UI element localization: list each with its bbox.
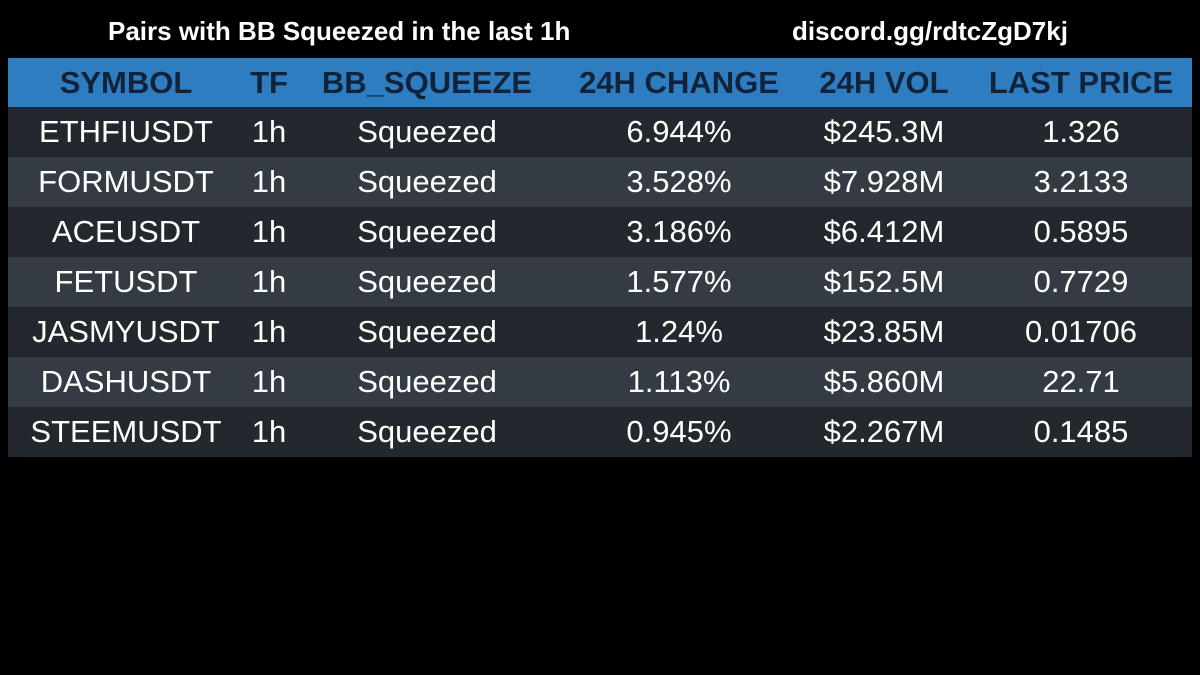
column-header-symbol[interactable]: SYMBOL — [59, 64, 193, 100]
table-header-row: SYMBOL TF BB_SQUEEZE 24H CHANGE 24H VOL … — [8, 58, 1192, 107]
cell-24h-change: 3.528% — [626, 164, 732, 199]
column-header-last-price[interactable]: LAST PRICE — [988, 64, 1174, 100]
table-row: ACEUSDT 1h Squeezed 3.186% $6.412M 0.589… — [8, 207, 1192, 257]
cell-last-price: 0.01706 — [1024, 314, 1138, 349]
cell-bb-squeeze: Squeezed — [357, 214, 497, 249]
discord-invite-link[interactable]: discord.gg/rdtcZgD7kj — [792, 16, 1068, 46]
column-header-tf[interactable]: TF — [250, 64, 288, 100]
cell-last-price: 0.1485 — [1033, 414, 1129, 449]
table-row: ETHFIUSDT 1h Squeezed 6.944% $245.3M 1.3… — [8, 107, 1192, 157]
cell-tf: 1h — [251, 314, 287, 349]
cell-24h-vol: $2.267M — [823, 414, 945, 449]
cell-24h-vol: $245.3M — [823, 114, 945, 149]
table-row: STEEMUSDT 1h Squeezed 0.945% $2.267M 0.1… — [8, 407, 1192, 457]
table-row: FETUSDT 1h Squeezed 1.577% $152.5M 0.772… — [8, 257, 1192, 307]
cell-24h-vol: $6.412M — [823, 214, 945, 249]
table-row: DASHUSDT 1h Squeezed 1.113% $5.860M 22.7… — [8, 357, 1192, 407]
cell-bb-squeeze: Squeezed — [357, 164, 497, 199]
cell-symbol: FETUSDT — [54, 264, 198, 299]
cell-bb-squeeze: Squeezed — [357, 364, 497, 399]
cell-24h-change: 1.24% — [635, 314, 723, 349]
cell-bb-squeeze: Squeezed — [357, 264, 497, 299]
cell-24h-vol: $152.5M — [823, 264, 945, 299]
cell-24h-change: 1.577% — [626, 264, 732, 299]
cell-24h-vol: $7.928M — [823, 164, 945, 199]
column-header-bb-squeeze[interactable]: BB_SQUEEZE — [321, 64, 533, 100]
page-title: Pairs with BB Squeezed in the last 1h — [108, 16, 571, 46]
cell-bb-squeeze: Squeezed — [357, 314, 497, 349]
cell-tf: 1h — [251, 264, 287, 299]
cell-tf: 1h — [251, 114, 287, 149]
column-header-24h-change[interactable]: 24H CHANGE — [579, 64, 779, 100]
cell-symbol: JASMYUSDT — [32, 314, 220, 349]
cell-last-price: 0.5895 — [1033, 214, 1129, 249]
cell-symbol: ETHFIUSDT — [39, 114, 213, 149]
cell-symbol: ACEUSDT — [51, 214, 201, 249]
cell-24h-change: 1.113% — [627, 364, 731, 399]
cell-last-price: 1.326 — [1042, 114, 1120, 149]
cell-24h-change: 3.186% — [626, 214, 732, 249]
cell-tf: 1h — [251, 364, 287, 399]
squeeze-table: SYMBOL TF BB_SQUEEZE 24H CHANGE 24H VOL … — [8, 58, 1192, 457]
cell-24h-vol: $5.860M — [823, 364, 945, 399]
cell-last-price: 22.71 — [1042, 364, 1120, 399]
cell-symbol: FORMUSDT — [38, 164, 214, 199]
cell-24h-change: 0.945% — [626, 414, 732, 449]
cell-last-price: 0.7729 — [1033, 264, 1129, 299]
cell-bb-squeeze: Squeezed — [357, 114, 497, 149]
cell-tf: 1h — [251, 164, 287, 199]
cell-tf: 1h — [251, 414, 287, 449]
cell-symbol: STEEMUSDT — [30, 414, 222, 449]
cell-last-price: 3.2133 — [1033, 164, 1129, 199]
table-row: JASMYUSDT 1h Squeezed 1.24% $23.85M 0.01… — [8, 307, 1192, 357]
table-row: FORMUSDT 1h Squeezed 3.528% $7.928M 3.21… — [8, 157, 1192, 207]
cell-symbol: DASHUSDT — [40, 364, 212, 399]
cell-24h-vol: $23.85M — [823, 314, 945, 349]
title-bar: Pairs with BB Squeezed in the last 1h di… — [0, 0, 1200, 60]
cell-bb-squeeze: Squeezed — [357, 414, 497, 449]
cell-24h-change: 6.944% — [626, 114, 732, 149]
column-header-24h-vol[interactable]: 24H VOL — [819, 64, 949, 100]
cell-tf: 1h — [251, 214, 287, 249]
